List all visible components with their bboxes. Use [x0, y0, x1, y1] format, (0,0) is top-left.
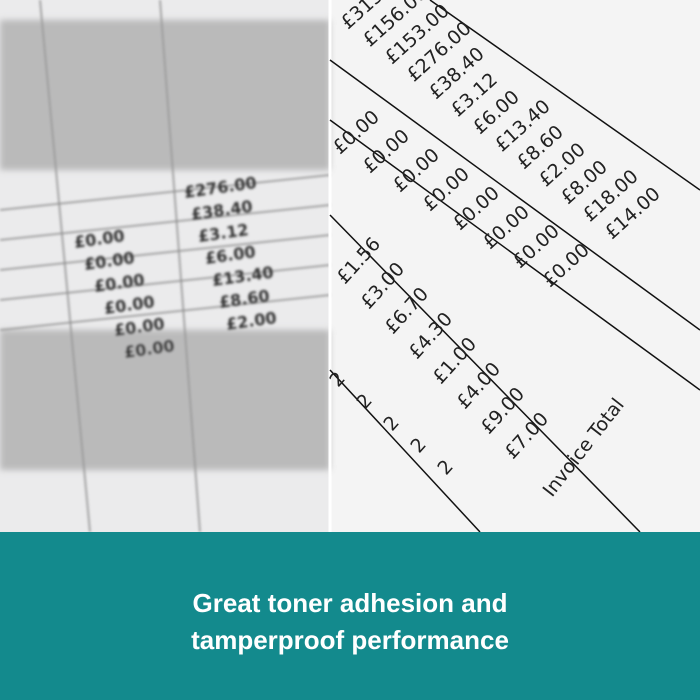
caption: Great toner adhesion and — [193, 588, 508, 618]
right-photo — [330, 0, 700, 532]
left-table: £276.00£38.40£3.12£6.00£13.40£8.60£2.00£… — [0, 0, 331, 533]
caption-banner — [0, 532, 700, 700]
caption: tamperproof performance — [191, 625, 509, 655]
